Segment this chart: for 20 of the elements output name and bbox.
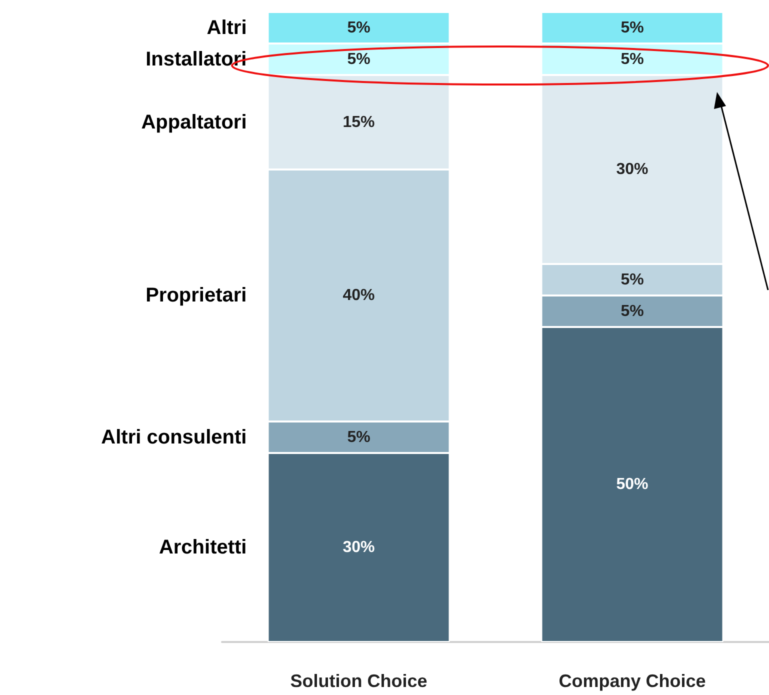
series-label: Altri <box>206 16 247 39</box>
x-tick-label: Solution Choice <box>290 671 428 691</box>
x-tick-label: Company Choice <box>558 671 706 691</box>
data-label: 30% <box>342 539 375 556</box>
series-label: Appaltatori <box>141 111 247 134</box>
data-label: 15% <box>342 114 375 131</box>
data-label: 5% <box>347 50 370 68</box>
data-label: 5% <box>620 19 644 36</box>
data-label: 5% <box>620 271 644 288</box>
series-label: Installatori <box>146 48 247 70</box>
data-label: 30% <box>616 161 648 178</box>
data-label: 5% <box>347 428 370 446</box>
series-label: Proprietari <box>146 284 247 306</box>
data-label: 40% <box>342 287 375 304</box>
data-label: 5% <box>620 302 644 320</box>
data-label: 50% <box>616 476 648 493</box>
data-label: 5% <box>347 19 370 36</box>
data-label: 5% <box>620 50 644 68</box>
series-label: Altri consulenti <box>101 426 247 448</box>
series-label: Architetti <box>158 536 247 558</box>
